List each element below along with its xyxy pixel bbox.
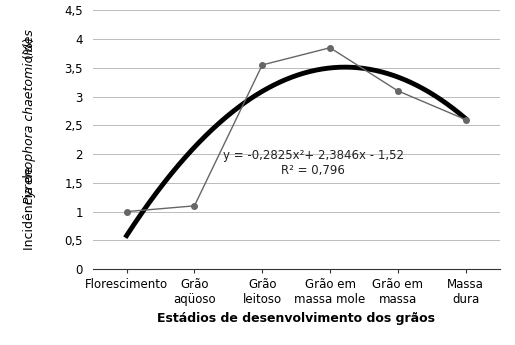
Text: (%): (%): [23, 38, 36, 63]
Text: Incidência de: Incidência de: [23, 162, 36, 250]
Text: y = -0,2825x²+ 2,3846x - 1,52
R² = 0,796: y = -0,2825x²+ 2,3846x - 1,52 R² = 0,796: [222, 149, 404, 177]
X-axis label: Estádios de desenvolvimento dos grãos: Estádios de desenvolvimento dos grãos: [157, 312, 435, 325]
Text: Pyrenophora chaetomioides: Pyrenophora chaetomioides: [23, 29, 36, 204]
